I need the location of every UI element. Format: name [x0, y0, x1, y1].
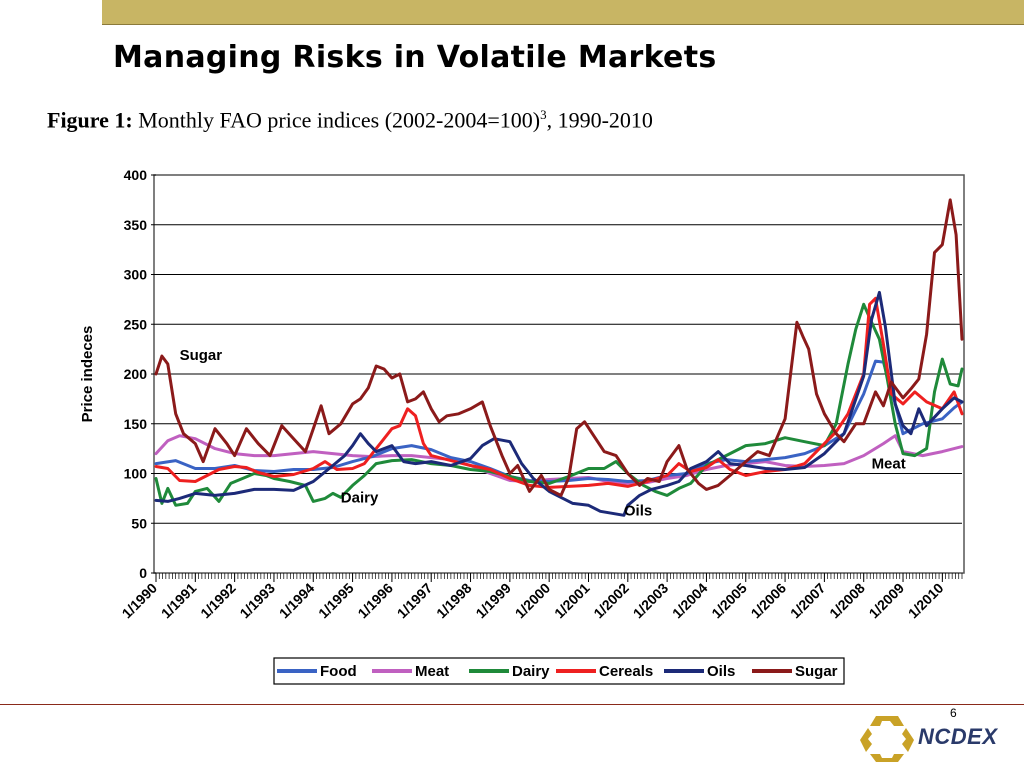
y-tick-label: 350 [124, 217, 148, 233]
data-series [154, 198, 964, 517]
legend-label-dairy: Dairy [512, 663, 550, 680]
x-tick-label: 1/2007 [787, 580, 829, 622]
series-line-sugar [154, 198, 964, 497]
x-tick-label: 1/1998 [433, 580, 475, 622]
series-line-cereals [154, 296, 964, 489]
x-tick-label: 1/2005 [708, 580, 750, 622]
series-line-food [154, 359, 964, 483]
ncdex-logo: NCDEX [858, 712, 1018, 762]
y-tick-label: 200 [124, 366, 148, 382]
y-tick-label: 50 [131, 515, 147, 531]
y-axis-ticks: 0 50 100 150 200 250 300 350 400 [124, 167, 156, 581]
figure-label: Figure 1: [47, 107, 133, 133]
x-tick-label: 1/2009 [866, 580, 908, 622]
x-tick-label: 1/1999 [472, 580, 514, 622]
figure-caption: Figure 1: Monthly FAO price indices (200… [47, 107, 653, 133]
logo-mark-icon [860, 716, 914, 762]
y-tick-label: 300 [124, 267, 148, 283]
y-axis-label: Price indeces [79, 326, 96, 423]
page-number: 6 [950, 706, 957, 720]
x-tick-label: 1/1997 [394, 580, 436, 622]
x-tick-label: 1/1996 [354, 580, 396, 622]
x-tick-label: 1/1992 [197, 580, 239, 622]
chart-legend: Food Meat Dairy Cereals Oils Sugar [273, 657, 845, 685]
legend-label-meat: Meat [415, 663, 449, 680]
x-tick-label: 1/2004 [669, 580, 711, 622]
slide-title: Managing Risks in Volatile Markets [113, 40, 717, 75]
legend-label-cereals: Cereals [599, 663, 653, 680]
footer-divider [0, 704, 1024, 705]
figure-caption-text: Monthly FAO price indices (2002-2004=100… [138, 107, 541, 133]
x-tick-label: 1/1995 [315, 580, 357, 622]
x-tick-label: 1/1990 [119, 580, 161, 622]
x-tick-label: 1/1994 [276, 580, 318, 622]
logo-text: NCDEX [918, 724, 998, 749]
figure-caption-years: , 1990-2010 [546, 107, 653, 133]
y-tick-label: 400 [124, 167, 148, 183]
y-tick-label: 0 [139, 565, 147, 581]
series-annotations: Sugar Dairy Oils Meat [180, 347, 906, 519]
annotation-sugar: Sugar [180, 347, 223, 364]
x-tick-label: 1/2006 [748, 580, 790, 622]
legend-label-oils: Oils [707, 663, 735, 680]
figure-footnote-ref: 3 [540, 107, 547, 122]
x-axis-minor-ticks [155, 573, 963, 579]
x-tick-label: 1/2003 [630, 580, 672, 622]
x-tick-label: 1/2000 [512, 580, 554, 622]
series-line-oils [154, 290, 964, 517]
y-tick-label: 250 [124, 316, 148, 332]
x-tick-label: 1/2008 [826, 580, 868, 622]
y-tick-label: 100 [124, 466, 148, 482]
x-tick-label: 1/2002 [590, 580, 632, 622]
x-tick-label: 1/1993 [236, 580, 278, 622]
title-bar-accent [102, 0, 1024, 25]
y-tick-label: 150 [124, 416, 148, 432]
x-tick-label: 1/2010 [905, 580, 947, 622]
annotation-meat: Meat [872, 456, 906, 473]
x-tick-label: 1/1991 [158, 580, 200, 622]
annotation-oils: Oils [624, 502, 652, 519]
grid-lines [156, 224, 962, 524]
legend-label-food: Food [320, 663, 357, 680]
x-axis-tick-labels: 1/19901/19911/19921/19931/19941/19951/19… [119, 573, 947, 621]
legend-label-sugar: Sugar [795, 663, 838, 680]
x-tick-label: 1/2001 [551, 580, 593, 622]
annotation-dairy: Dairy [341, 489, 379, 506]
